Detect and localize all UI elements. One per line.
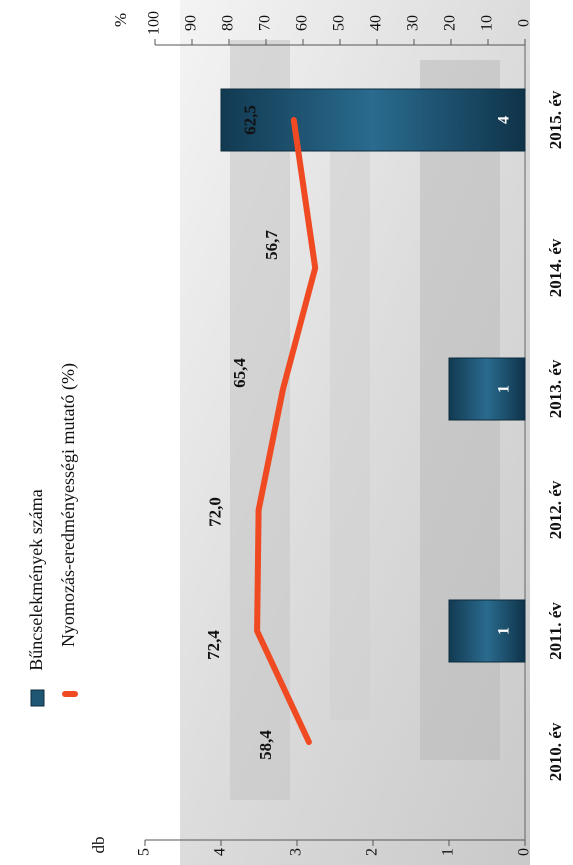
bar — [220, 88, 526, 152]
category-label: 2014. év — [546, 238, 565, 297]
category-label: 2012. év — [546, 480, 565, 539]
left-axis-tick-label: 2 — [364, 848, 381, 856]
indicator-line — [254, 117, 319, 745]
right-axis-tick-label: 30 — [405, 15, 422, 31]
right-axis-tick-label: 50 — [331, 15, 348, 31]
right-axis-tick-label: 10 — [479, 15, 496, 31]
indicator-point — [281, 387, 286, 391]
right-axis-unit: % — [111, 13, 130, 27]
left-axis-unit: db — [89, 837, 108, 854]
bar-value-label: 1 — [496, 627, 513, 635]
category-label: 2010. év — [546, 722, 565, 781]
bar-value-label: 1 — [496, 385, 513, 393]
right-axis-tick-label: 80 — [220, 15, 237, 31]
category-label: 2011. év — [546, 602, 565, 660]
line-value-label: 56,7 — [262, 230, 281, 260]
line-value-label: 62,5 — [241, 105, 260, 135]
right-axis-tick-label: 60 — [294, 15, 311, 31]
left-axis-tick-label: 5 — [136, 848, 153, 856]
left-axis-tick-label: 3 — [288, 848, 305, 856]
indicator-point — [255, 629, 260, 633]
right-axis-tick-label: 40 — [368, 15, 385, 31]
legend-label-bar: Bűncselekmények száma — [26, 489, 46, 670]
legend-swatch-bar — [30, 689, 45, 707]
category-label: 2015. év — [546, 90, 565, 149]
right-axis-tick-label: 20 — [442, 15, 459, 31]
category-label: 2013. év — [546, 359, 565, 418]
left-axis-tick-label: 1 — [440, 848, 457, 856]
legend-label-line: Nyomozás-eredményességi mutató (%) — [58, 363, 79, 647]
right-axis-tick-label: 90 — [183, 15, 200, 31]
left-axis-tick-label: 0 — [516, 848, 533, 856]
indicator-point — [313, 266, 318, 270]
bar — [448, 599, 526, 663]
plot: 0 1 2 3 4 5 db 0 10 20 30 40 50 60 70 80 90 100% 1 1 4 58,4 72… — [26, 11, 565, 856]
line-value-label: 58,4 — [256, 730, 275, 760]
right-axis-tick-label: 70 — [257, 15, 274, 31]
bar-value-label: 4 — [496, 116, 513, 124]
line-value-label: 72,4 — [204, 630, 223, 660]
line-value-label: 65,4 — [230, 358, 249, 388]
left-axis-tick-label: 4 — [212, 848, 229, 856]
indicator-point — [306, 740, 311, 744]
right-axis-tick-label: 100 — [146, 11, 163, 35]
indicator-point — [256, 508, 261, 512]
bar — [448, 357, 526, 421]
line-value-label: 72,0 — [206, 497, 225, 527]
right-axis-tick-label: 0 — [516, 19, 533, 27]
indicator-point — [291, 118, 296, 122]
